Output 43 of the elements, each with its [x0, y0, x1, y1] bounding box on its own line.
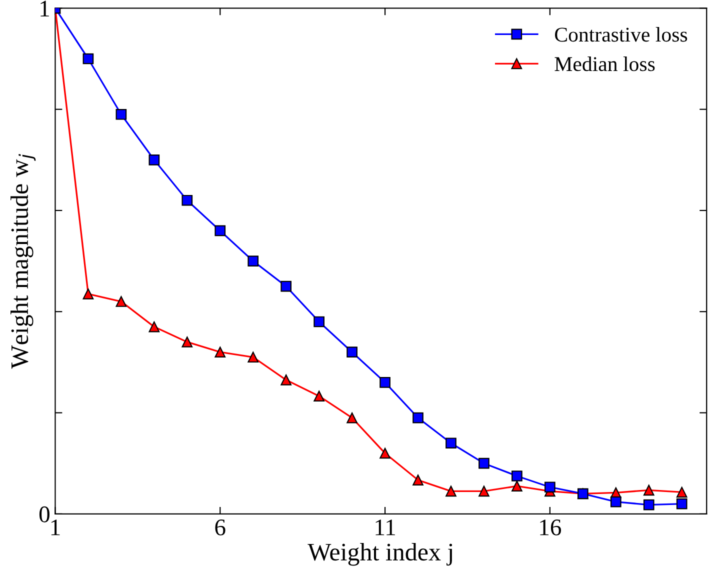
point — [380, 448, 390, 459]
point — [446, 486, 456, 497]
point — [412, 474, 424, 486]
legend-label: Contrastive loss — [555, 27, 688, 42]
point — [512, 480, 522, 492]
point — [82, 53, 94, 64]
y-tick-label: 0 — [39, 506, 50, 522]
point — [643, 499, 654, 510]
point — [512, 470, 522, 482]
point — [346, 412, 358, 424]
point — [248, 256, 259, 266]
point — [148, 154, 160, 166]
point — [478, 486, 490, 497]
x-tick-label: 16 — [540, 520, 562, 536]
point — [446, 438, 456, 449]
point — [478, 458, 490, 469]
point — [148, 321, 160, 332]
point — [346, 346, 358, 358]
point — [676, 486, 688, 498]
point — [116, 108, 127, 120]
point — [314, 316, 324, 328]
point — [116, 296, 127, 307]
x-tick-label: 11 — [376, 520, 395, 536]
point — [380, 377, 390, 388]
x-axis-title: Weight index j — [308, 542, 452, 566]
point — [676, 498, 688, 510]
y-axis-title: Weight magnitude w$_{j}$ — [10, 154, 36, 369]
point — [643, 484, 654, 496]
point — [280, 280, 292, 292]
point — [248, 352, 259, 363]
point — [82, 288, 94, 300]
point — [610, 496, 622, 508]
point — [214, 225, 226, 236]
point — [182, 336, 193, 348]
point — [412, 412, 424, 424]
x-tick-label: 6 — [215, 520, 226, 536]
point — [182, 194, 193, 206]
point — [280, 374, 292, 386]
point — [544, 482, 556, 493]
legend-label: Median loss — [554, 56, 655, 72]
x-tick-label: 1 — [51, 520, 60, 536]
point — [314, 390, 324, 402]
point — [214, 346, 226, 358]
